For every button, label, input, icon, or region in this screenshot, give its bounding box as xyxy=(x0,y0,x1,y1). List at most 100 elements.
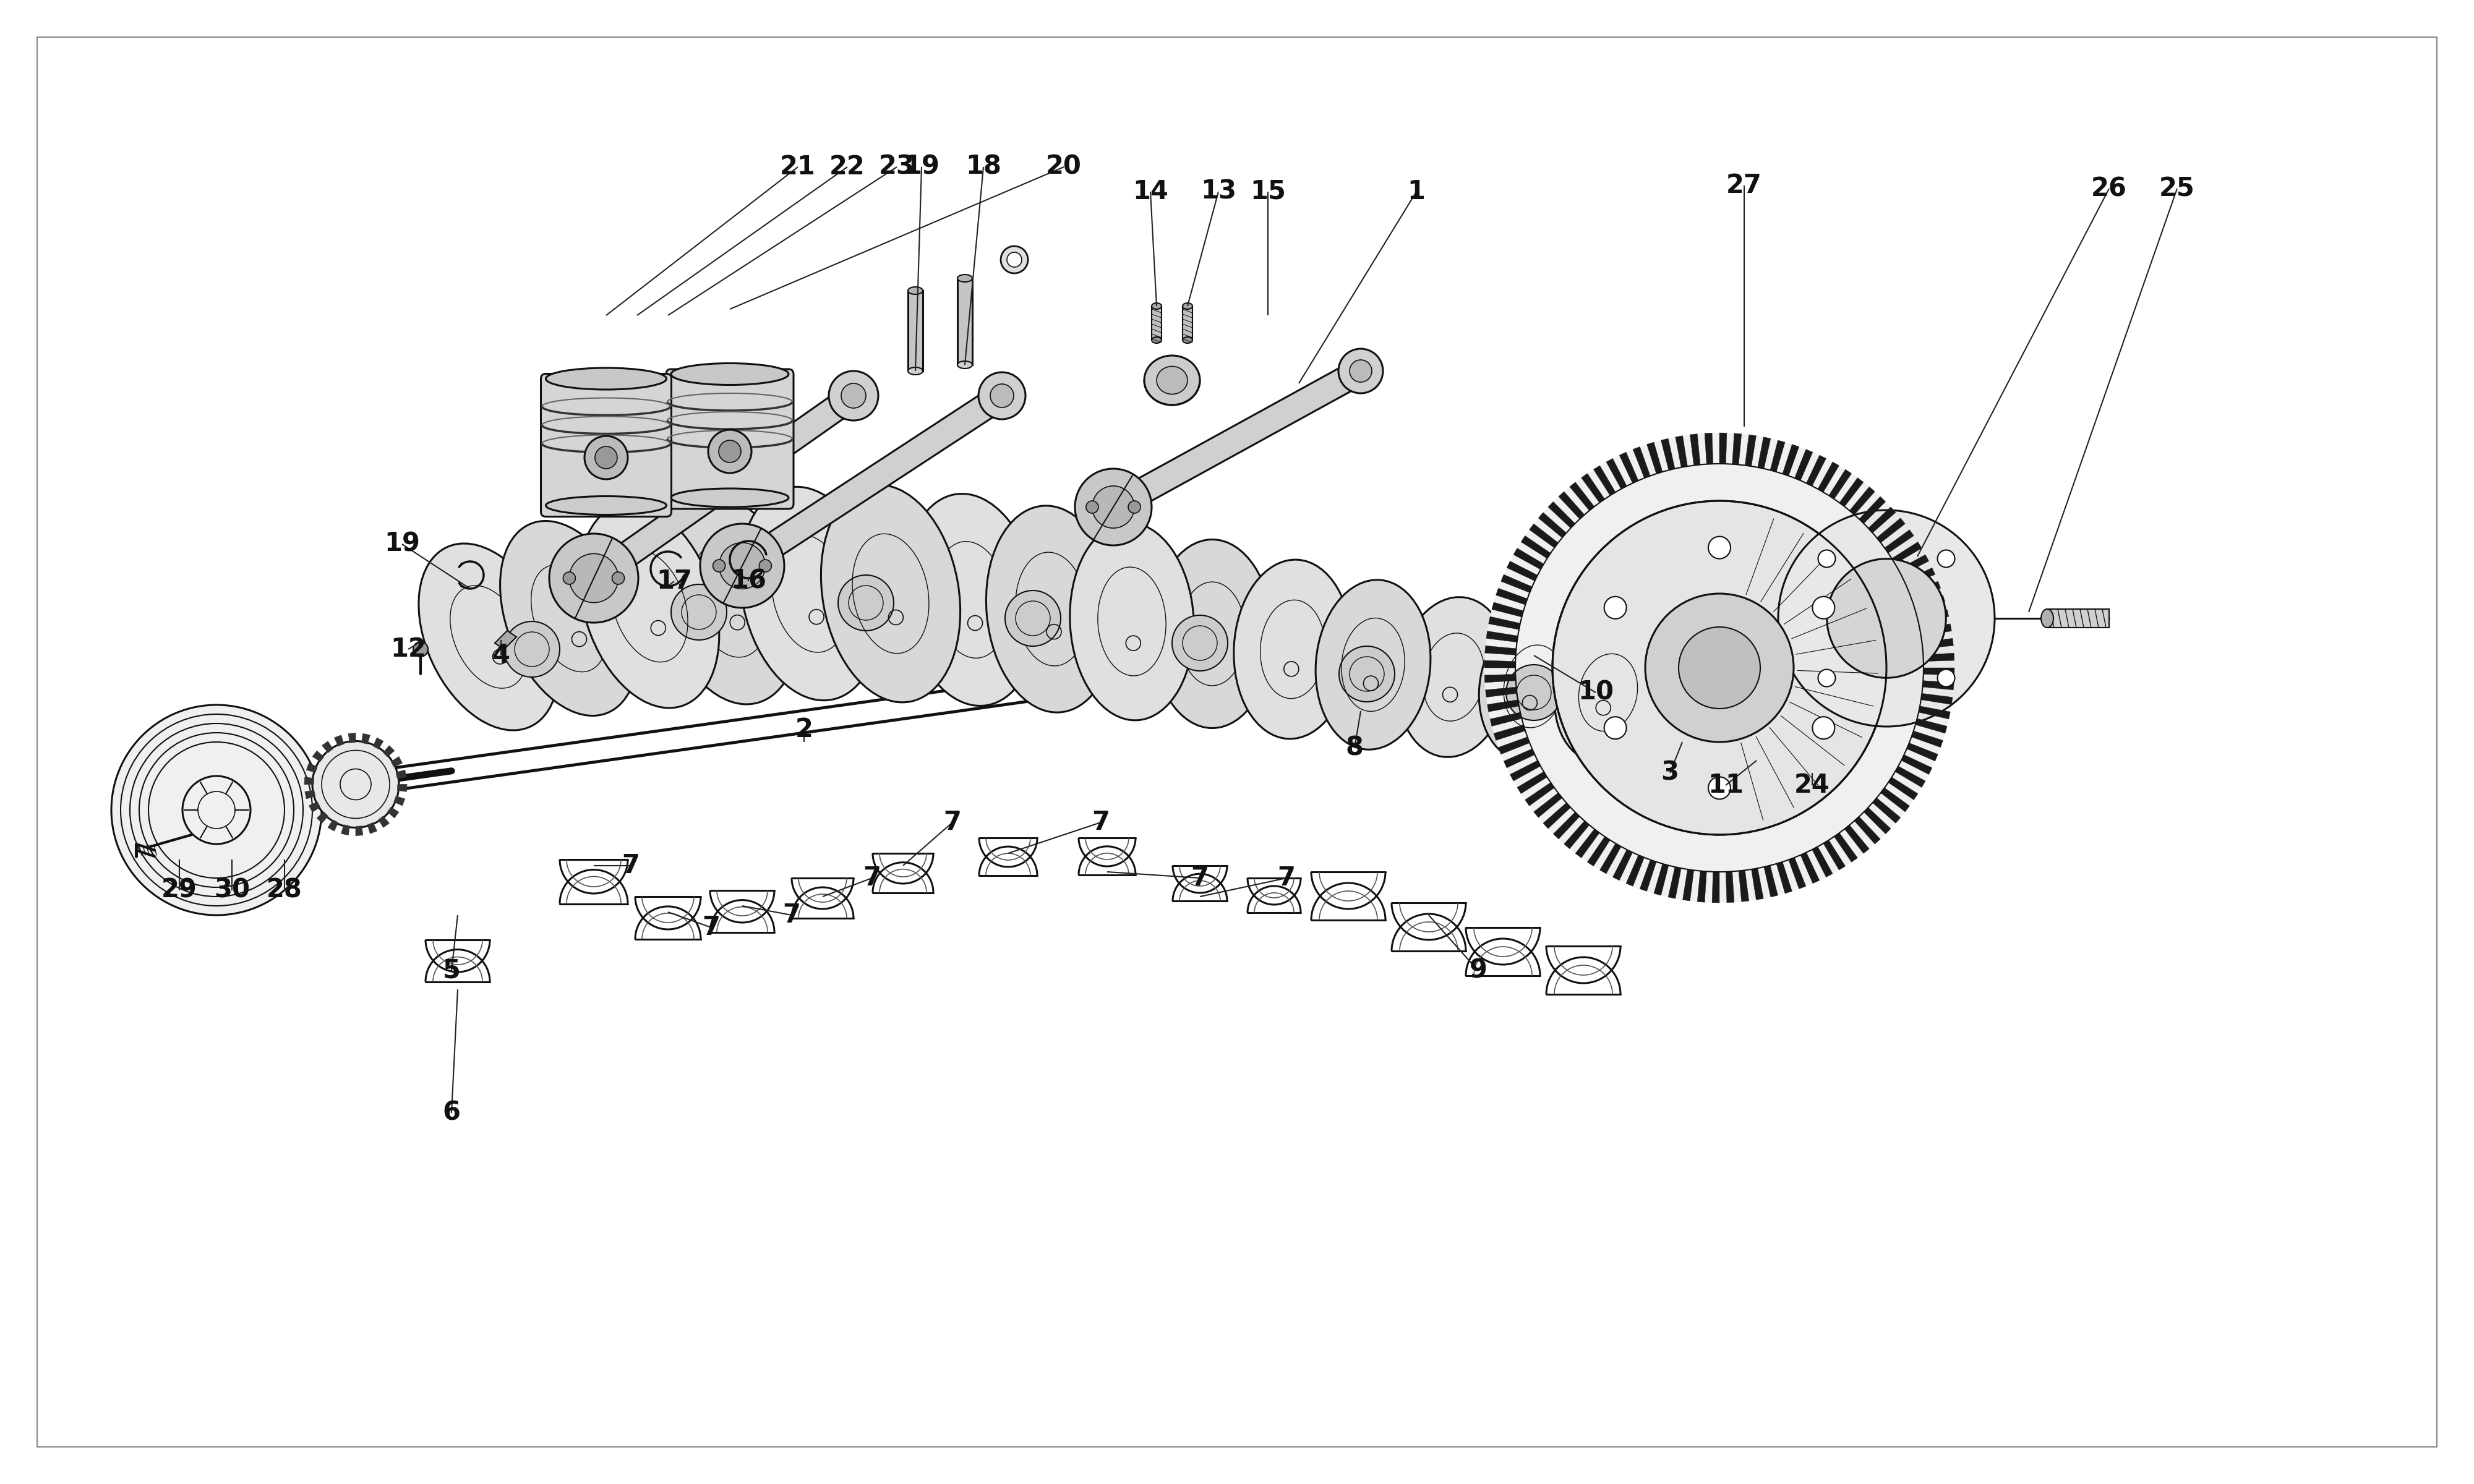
Polygon shape xyxy=(396,770,406,779)
Polygon shape xyxy=(1732,433,1742,464)
Ellipse shape xyxy=(1479,611,1588,761)
Text: 12: 12 xyxy=(391,637,426,662)
Polygon shape xyxy=(398,785,406,791)
Polygon shape xyxy=(312,751,324,761)
Polygon shape xyxy=(1514,548,1544,570)
Polygon shape xyxy=(1888,778,1917,800)
Polygon shape xyxy=(1517,772,1546,794)
Polygon shape xyxy=(379,816,388,828)
Polygon shape xyxy=(760,393,995,561)
Polygon shape xyxy=(393,797,406,806)
Circle shape xyxy=(1554,500,1888,834)
Polygon shape xyxy=(1922,668,1954,675)
Circle shape xyxy=(670,585,727,640)
Polygon shape xyxy=(1697,871,1707,902)
Text: 3: 3 xyxy=(1660,760,1680,787)
Polygon shape xyxy=(1771,441,1786,472)
Circle shape xyxy=(720,543,764,589)
Polygon shape xyxy=(1920,623,1952,635)
Polygon shape xyxy=(1509,760,1541,781)
Ellipse shape xyxy=(903,494,1039,706)
Circle shape xyxy=(713,559,725,571)
Polygon shape xyxy=(1484,674,1517,683)
Polygon shape xyxy=(1487,700,1519,712)
Text: 29: 29 xyxy=(161,877,198,904)
Polygon shape xyxy=(1667,867,1682,899)
Polygon shape xyxy=(1917,610,1950,623)
Circle shape xyxy=(564,571,576,585)
Ellipse shape xyxy=(987,506,1116,712)
Polygon shape xyxy=(1581,473,1606,503)
Circle shape xyxy=(1004,591,1061,646)
Polygon shape xyxy=(1789,858,1806,889)
Text: 7: 7 xyxy=(621,853,641,879)
Polygon shape xyxy=(1522,536,1551,558)
Circle shape xyxy=(700,524,784,608)
Circle shape xyxy=(1007,252,1022,267)
Polygon shape xyxy=(1823,840,1846,870)
Text: 7: 7 xyxy=(1091,809,1111,835)
Polygon shape xyxy=(1494,724,1526,741)
Polygon shape xyxy=(1907,743,1937,761)
Polygon shape xyxy=(1856,816,1880,844)
Ellipse shape xyxy=(1069,522,1195,720)
Ellipse shape xyxy=(418,543,559,730)
Text: 24: 24 xyxy=(1794,772,1831,798)
Polygon shape xyxy=(1811,846,1833,877)
Polygon shape xyxy=(1885,530,1915,554)
Circle shape xyxy=(841,383,866,408)
Text: 8: 8 xyxy=(1346,735,1363,761)
Circle shape xyxy=(839,574,893,631)
Ellipse shape xyxy=(1158,367,1188,395)
Bar xyxy=(2048,608,2108,628)
Circle shape xyxy=(717,441,742,463)
Bar xyxy=(957,279,972,365)
Polygon shape xyxy=(1898,555,1930,576)
Polygon shape xyxy=(1794,450,1813,481)
Text: 7: 7 xyxy=(703,914,720,941)
Circle shape xyxy=(1707,536,1732,558)
Ellipse shape xyxy=(661,496,799,705)
Polygon shape xyxy=(1559,491,1583,519)
Circle shape xyxy=(1507,665,1561,720)
Polygon shape xyxy=(1912,595,1945,611)
Polygon shape xyxy=(349,733,356,742)
Ellipse shape xyxy=(500,521,638,715)
Polygon shape xyxy=(1640,859,1658,892)
Circle shape xyxy=(1603,717,1625,739)
Polygon shape xyxy=(356,827,364,835)
Ellipse shape xyxy=(1143,356,1200,405)
Ellipse shape xyxy=(908,286,923,294)
Polygon shape xyxy=(1489,712,1522,726)
Polygon shape xyxy=(1744,435,1757,466)
Polygon shape xyxy=(1705,433,1712,464)
Ellipse shape xyxy=(1554,622,1663,763)
Polygon shape xyxy=(1682,870,1695,901)
Polygon shape xyxy=(369,822,376,834)
Polygon shape xyxy=(309,801,319,812)
Polygon shape xyxy=(374,738,383,749)
Ellipse shape xyxy=(957,361,972,368)
Text: 19: 19 xyxy=(383,531,421,556)
Bar xyxy=(1153,306,1163,340)
Polygon shape xyxy=(1727,871,1734,902)
Polygon shape xyxy=(1492,603,1524,617)
Circle shape xyxy=(760,559,772,571)
Circle shape xyxy=(594,447,618,469)
Ellipse shape xyxy=(547,368,666,389)
Polygon shape xyxy=(1757,436,1771,469)
Polygon shape xyxy=(1539,512,1566,537)
Polygon shape xyxy=(1484,660,1517,668)
Text: 7: 7 xyxy=(782,902,802,927)
Circle shape xyxy=(1813,597,1836,619)
Polygon shape xyxy=(1764,865,1779,898)
Circle shape xyxy=(1937,669,1954,687)
Polygon shape xyxy=(1905,568,1935,586)
Ellipse shape xyxy=(957,275,972,282)
Polygon shape xyxy=(1502,574,1531,592)
Polygon shape xyxy=(304,791,314,798)
Polygon shape xyxy=(1818,462,1838,493)
Text: 2: 2 xyxy=(794,717,814,742)
Ellipse shape xyxy=(1153,303,1163,309)
Polygon shape xyxy=(329,819,339,831)
